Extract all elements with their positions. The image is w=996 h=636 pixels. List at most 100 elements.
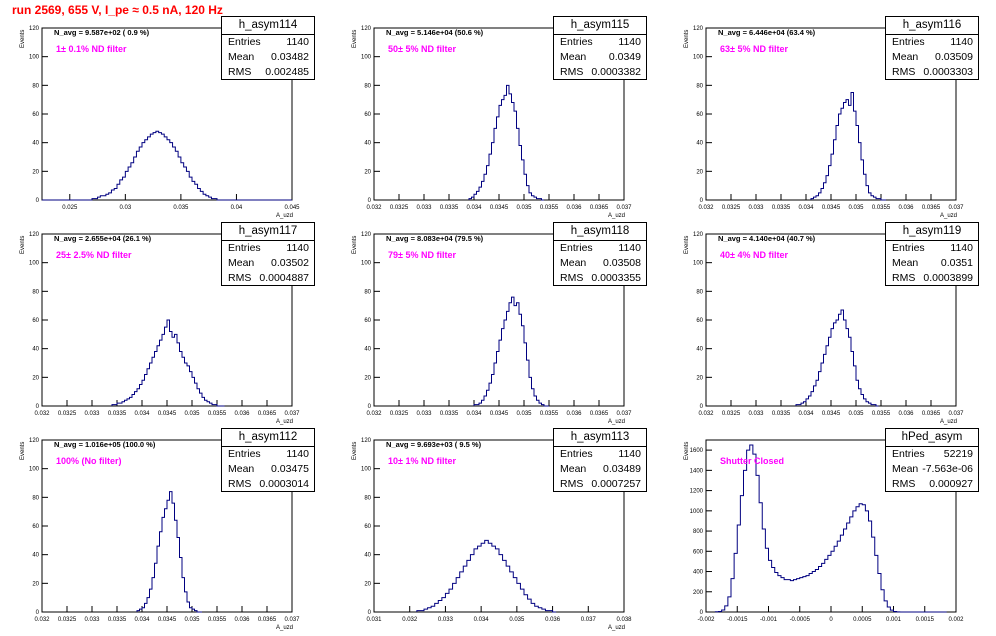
y-tick-label: 100	[693, 261, 704, 267]
stats-entries-row: Entries 1140	[554, 35, 646, 50]
x-tick-label: 0.036	[898, 411, 914, 417]
x-tick-label: 0.032	[34, 617, 50, 623]
n-avg-annotation: N_avg = 6.446e+04 (63.4 %)	[718, 28, 816, 37]
stats-box: h_asym112 Entries 1140 Mean 0.03475 RMS 0.0003…	[221, 428, 315, 492]
histogram-pad: 0.032 0.0325 0.033 0.0335 0.034 0.0345 0.035 0.…	[664, 222, 996, 430]
stats-entries-row: Entries 1140	[554, 241, 646, 256]
histogram-name: h_asym113	[554, 429, 646, 447]
stats-entries-value: 1140	[286, 36, 309, 48]
y-tick-label: 1400	[690, 468, 704, 474]
stats-mean-value: 0.03489	[603, 463, 641, 475]
histogram-pad: -0.002 -0.0015 -0.001 -0.0005 0 0.0005 0.001 0.…	[664, 428, 996, 636]
histogram-name: h_asym117	[222, 223, 314, 241]
stats-rms-label: RMS	[560, 66, 584, 78]
x-tick-label: 0.002	[948, 617, 964, 623]
x-tick-label: 0.0335	[108, 411, 127, 417]
stats-rms-value: 0.000927	[929, 478, 973, 490]
y-tick-label: 1200	[690, 489, 704, 495]
x-tick-label: 0.045	[284, 205, 300, 211]
y-axis-label: Events	[20, 441, 26, 460]
y-tick-label: 80	[32, 83, 39, 89]
x-axis-label: A_uzd	[940, 213, 958, 219]
stats-mean-label: Mean	[892, 463, 919, 475]
y-tick-label: 100	[29, 467, 40, 473]
stats-entries-label: Entries	[892, 36, 925, 48]
histogram-name: h_asym118	[554, 223, 646, 241]
stats-rms-label: RMS	[228, 478, 252, 490]
y-tick-label: 0	[700, 404, 704, 410]
x-tick-label: -0.0005	[790, 617, 811, 623]
x-tick-label: 0.0335	[108, 617, 127, 623]
stats-entries-value: 1140	[950, 242, 973, 254]
stats-entries-value: 52219	[943, 448, 973, 460]
x-tick-label: 0.037	[616, 205, 632, 211]
x-tick-label: 0.033	[748, 205, 764, 211]
n-avg-annotation: N_avg = 1.016e+05 (100.0 %)	[54, 440, 156, 449]
histogram-pad: 0.032 0.0325 0.033 0.0335 0.034 0.0345 0.035 0.…	[332, 222, 664, 430]
x-axis-label: A_uzd	[608, 625, 626, 631]
y-tick-label: 60	[32, 318, 39, 324]
y-tick-label: 20	[364, 581, 371, 587]
x-tick-label: 0.0335	[440, 411, 459, 417]
stats-entries-row: Entries 52219	[886, 447, 978, 462]
y-tick-label: 20	[696, 169, 703, 175]
y-tick-label: 20	[32, 169, 39, 175]
stats-entries-row: Entries 1140	[222, 447, 314, 462]
canvas-title: run 2569, 655 V, I_pe ≈ 0.5 nA, 120 Hz	[12, 3, 223, 17]
stats-mean-label: Mean	[228, 257, 255, 269]
stats-entries-row: Entries 1140	[222, 241, 314, 256]
y-tick-label: 80	[696, 289, 703, 295]
x-tick-label: 0.0325	[390, 205, 409, 211]
stats-mean-value: 0.03482	[271, 51, 309, 63]
x-tick-label: 0.035	[173, 205, 189, 211]
y-tick-label: 40	[696, 141, 703, 147]
x-tick-label: 0.025	[62, 205, 78, 211]
y-tick-label: 100	[29, 261, 40, 267]
y-tick-label: 80	[32, 495, 39, 501]
x-tick-label: 0.0365	[590, 411, 609, 417]
histogram-name: h_asym112	[222, 429, 314, 447]
stats-rms-row: RMS 0.0003355	[554, 271, 646, 286]
histogram-svg: -0.002 -0.0015 -0.001 -0.0005 0 0.0005 0.001 0.…	[690, 439, 964, 623]
x-tick-label: 0.033	[748, 411, 764, 417]
stats-rms-row: RMS 0.000927	[886, 477, 978, 492]
x-tick-label: 0.0325	[58, 617, 77, 623]
histogram-line	[468, 84, 544, 201]
y-tick-label: 60	[364, 112, 371, 118]
x-tick-label: 0	[829, 617, 833, 623]
y-tick-label: 80	[364, 289, 371, 295]
x-tick-label: 0.035	[516, 411, 532, 417]
stats-mean-label: Mean	[560, 257, 587, 269]
stats-entries-value: 1140	[618, 448, 641, 460]
x-tick-label: 0.0325	[390, 411, 409, 417]
x-tick-label: 0.035	[184, 411, 200, 417]
stats-entries-value: 1140	[286, 242, 309, 254]
stats-mean-value: 0.03508	[603, 257, 641, 269]
y-tick-label: 40	[32, 553, 39, 559]
y-tick-label: 80	[364, 83, 371, 89]
histogram-svg: 0.032 0.0325 0.033 0.0335 0.034 0.0345 0.035 0.…	[693, 26, 964, 211]
stats-rms-row: RMS 0.0003303	[886, 65, 978, 80]
x-tick-label: 0.03	[119, 205, 131, 211]
stats-entries-row: Entries 1140	[886, 35, 978, 50]
stats-mean-label: Mean	[892, 51, 919, 63]
x-tick-label: 0.0325	[58, 411, 77, 417]
stats-rms-label: RMS	[892, 272, 916, 284]
x-tick-label: 0.04	[231, 205, 243, 211]
stats-rms-value: 0.0003303	[923, 66, 973, 78]
stats-mean-value: 0.03509	[935, 51, 973, 63]
stats-entries-label: Entries	[560, 242, 593, 254]
x-tick-label: 0.036	[566, 411, 582, 417]
x-tick-label: 0.032	[698, 411, 714, 417]
stats-rms-value: 0.0003899	[923, 272, 973, 284]
histogram-line	[810, 92, 886, 201]
x-tick-label: 0.035	[516, 205, 532, 211]
y-tick-label: 120	[29, 232, 40, 238]
stats-rms-label: RMS	[560, 272, 584, 284]
y-tick-label: 40	[696, 347, 703, 353]
x-tick-label: 0.0345	[158, 617, 177, 623]
filter-annotation: 25± 2.5% ND filter	[56, 250, 132, 260]
stats-entries-row: Entries 1140	[886, 241, 978, 256]
stats-mean-row: Mean 0.03502	[222, 256, 314, 271]
stats-box: h_asym119 Entries 1140 Mean 0.0351 RMS 0.00038…	[885, 222, 979, 286]
